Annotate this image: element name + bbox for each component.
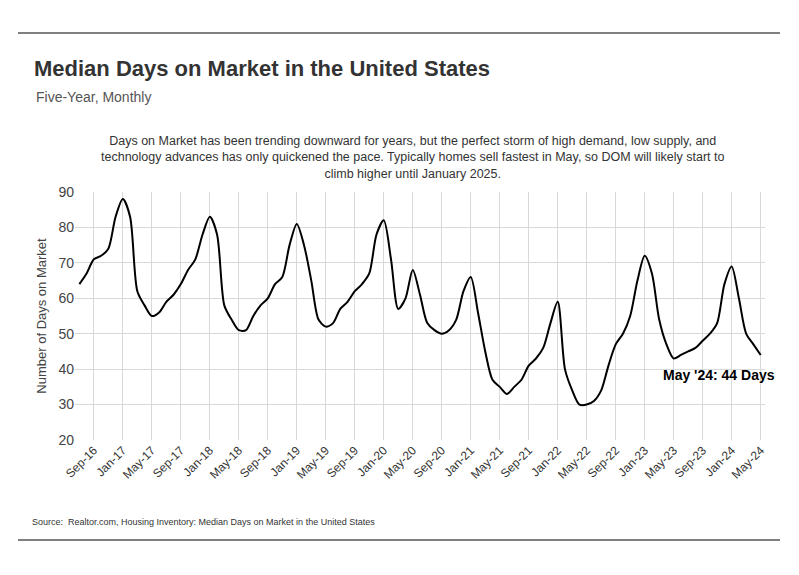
svg-text:May-17: May-17	[120, 443, 158, 481]
svg-text:40: 40	[58, 361, 74, 377]
svg-text:30: 30	[58, 396, 74, 412]
svg-text:Five-Year, Monthly: Five-Year, Monthly	[36, 89, 151, 105]
svg-text:Sep-21: Sep-21	[498, 443, 535, 480]
svg-text:Sep-23: Sep-23	[672, 443, 709, 480]
svg-text:Sep-19: Sep-19	[324, 443, 361, 480]
svg-text:May-24: May-24	[729, 443, 767, 481]
svg-text:50: 50	[58, 326, 74, 342]
svg-text:Jan-21: Jan-21	[441, 443, 477, 479]
svg-text:Jan-22: Jan-22	[528, 443, 564, 479]
svg-text:Jan-23: Jan-23	[615, 443, 651, 479]
svg-text:Days on Market has been trendi: Days on Market has been trending downwar…	[101, 134, 724, 181]
svg-text:Jan-19: Jan-19	[267, 443, 303, 479]
svg-text:May-23: May-23	[642, 443, 680, 481]
svg-text:80: 80	[58, 219, 74, 235]
svg-text:90: 90	[58, 184, 74, 200]
svg-text:Source: Realtor.com, Housing: Source: Realtor.com, Housing Inventory: …	[32, 517, 375, 527]
svg-text:20: 20	[58, 432, 74, 448]
svg-text:May '24: 44 Days: May '24: 44 Days	[663, 367, 775, 383]
svg-text:Median Days on Market in the U: Median Days on Market in the United Stat…	[34, 56, 490, 81]
svg-text:Jan-24: Jan-24	[702, 443, 738, 479]
svg-text:Sep-16: Sep-16	[63, 443, 100, 480]
svg-text:Sep-17: Sep-17	[150, 443, 187, 480]
svg-text:Sep-22: Sep-22	[585, 443, 622, 480]
svg-text:70: 70	[58, 255, 74, 271]
svg-text:Jan-20: Jan-20	[354, 443, 390, 479]
svg-text:Jan-18: Jan-18	[180, 443, 216, 479]
svg-text:May-21: May-21	[468, 443, 506, 481]
svg-text:May-19: May-19	[294, 443, 332, 481]
svg-text:60: 60	[58, 290, 74, 306]
svg-text:Sep-20: Sep-20	[411, 443, 448, 480]
svg-text:Sep-18: Sep-18	[237, 443, 274, 480]
svg-text:Jan-17: Jan-17	[93, 443, 129, 479]
svg-text:May-22: May-22	[555, 443, 593, 481]
svg-text:May-18: May-18	[207, 443, 245, 481]
svg-text:May-20: May-20	[381, 443, 419, 481]
svg-text:Number of Days on Market: Number of Days on Market	[34, 238, 49, 394]
